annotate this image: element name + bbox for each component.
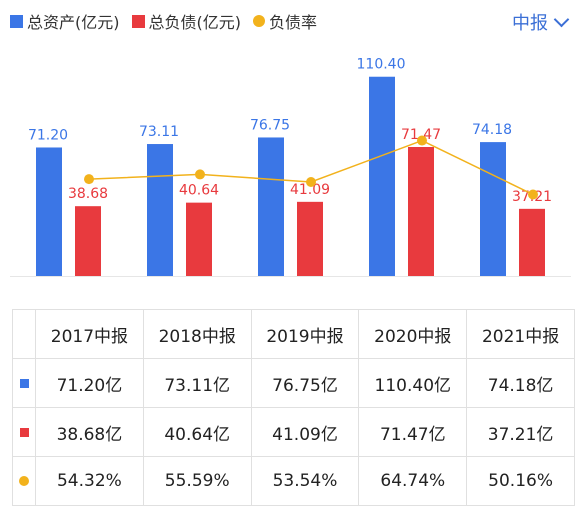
period-selector-label: 中报 bbox=[512, 13, 548, 34]
data-label-assets: 76.75 bbox=[250, 117, 290, 133]
data-table: 2017中报 2018中报 2019中报 2020中报 2021中报 71.20… bbox=[12, 309, 575, 506]
table-header-cell: 2018中报 bbox=[142, 309, 252, 359]
bar-liabilities bbox=[75, 206, 101, 276]
period-selector[interactable]: 中报 bbox=[512, 9, 570, 35]
table-row-ratio: 54.32% 55.59% 53.54% 64.74% 50.16% bbox=[12, 456, 575, 506]
bar-liabilities bbox=[186, 202, 212, 276]
ratio-point bbox=[306, 177, 316, 188]
bar-assets bbox=[258, 137, 284, 276]
legend-item-assets[interactable]: 总资产(亿元) bbox=[10, 9, 120, 33]
data-label-assets: 74.18 bbox=[472, 122, 512, 138]
legend-item-ratio[interactable]: 负债率 bbox=[253, 9, 317, 33]
ratio-point bbox=[528, 189, 538, 200]
table-cell: 71.20亿 bbox=[35, 358, 144, 408]
ratio-point bbox=[417, 135, 427, 146]
bar-liabilities bbox=[519, 208, 545, 276]
table-header-cell: 2017中报 bbox=[35, 309, 144, 359]
bar-assets bbox=[36, 147, 62, 276]
table-header-cell: 2020中报 bbox=[358, 309, 468, 359]
bar-liabilities bbox=[297, 201, 323, 276]
bar-assets bbox=[147, 144, 173, 276]
data-label-liabilities: 71.47 bbox=[401, 127, 441, 143]
table-cell: 41.09亿 bbox=[250, 407, 360, 457]
data-label-liabilities: 40.64 bbox=[179, 183, 219, 199]
table-header-corner bbox=[12, 309, 36, 359]
table-row-assets: 71.20亿 73.11亿 76.75亿 110.40亿 74.18亿 bbox=[12, 358, 575, 408]
table-header-cell: 2021中报 bbox=[466, 309, 575, 359]
chevron-down-icon bbox=[553, 11, 570, 28]
data-label-assets: 110.40 bbox=[357, 57, 406, 73]
table-cell: 55.59% bbox=[142, 456, 252, 506]
table-row-liabilities: 38.68亿 40.64亿 41.09亿 71.47亿 37.21亿 bbox=[12, 407, 575, 457]
ratio-point bbox=[84, 174, 94, 185]
table-cell: 53.54% bbox=[250, 456, 360, 506]
bar-assets bbox=[369, 76, 395, 276]
table-cell: 50.16% bbox=[466, 456, 575, 506]
assets-marker-icon bbox=[19, 379, 29, 388]
legend-item-liabilities[interactable]: 总负债(亿元) bbox=[131, 9, 242, 33]
data-label-liabilities: 41.09 bbox=[290, 182, 330, 198]
table-cell: 54.32% bbox=[35, 456, 144, 506]
table-cell: 38.68亿 bbox=[35, 407, 144, 457]
table-cell: 71.47亿 bbox=[358, 407, 468, 457]
liabilities-swatch-icon bbox=[131, 14, 145, 28]
table-header-cell: 2019中报 bbox=[250, 309, 360, 359]
bar-liabilities bbox=[408, 146, 434, 276]
assets-swatch-icon bbox=[10, 14, 23, 28]
table-cell: 37.21亿 bbox=[466, 407, 575, 457]
ratio-marker-icon bbox=[19, 476, 29, 486]
bar-assets bbox=[480, 142, 506, 276]
table-cell: 64.74% bbox=[358, 456, 468, 506]
table-cell: 40.64亿 bbox=[142, 407, 252, 457]
chart-plot-area: 71.20 38.68 73.11 40.64 76.75 41.09 110.40 71.4… bbox=[10, 57, 571, 277]
ratio-swatch-icon bbox=[253, 15, 265, 27]
table-cell: 74.18亿 bbox=[466, 358, 575, 408]
table-cell: 76.75亿 bbox=[250, 358, 360, 408]
table-cell: 110.40亿 bbox=[358, 358, 468, 408]
data-label-assets: 71.20 bbox=[28, 127, 68, 143]
data-label-assets: 73.11 bbox=[139, 124, 179, 140]
legend-liabilities-label: 总负债(亿元) bbox=[148, 13, 242, 32]
chart-legend: 总资产(亿元) 总负债(亿元) 负债率 bbox=[10, 8, 317, 34]
table-cell: 73.11亿 bbox=[142, 358, 252, 408]
ratio-point bbox=[195, 169, 205, 180]
legend-assets-label: 总资产(亿元) bbox=[27, 13, 120, 32]
liabilities-marker-icon bbox=[19, 428, 29, 437]
data-label-liabilities: 38.68 bbox=[68, 186, 108, 202]
legend-ratio-label: 负债率 bbox=[269, 13, 318, 32]
table-header-row: 2017中报 2018中报 2019中报 2020中报 2021中报 bbox=[12, 309, 575, 359]
